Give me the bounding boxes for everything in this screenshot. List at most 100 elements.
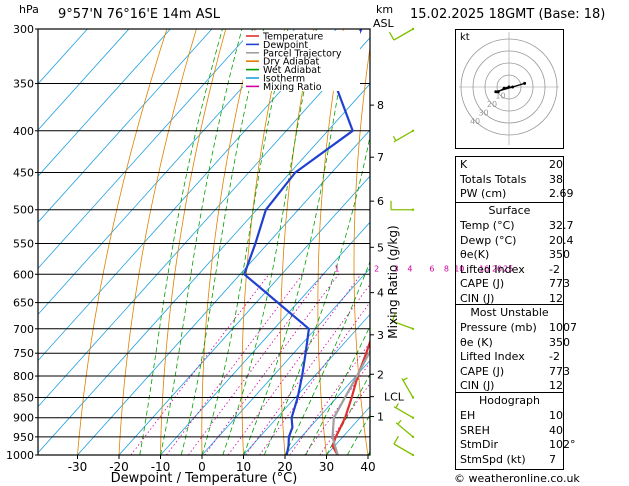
index-value: 350	[549, 335, 570, 349]
isotherm-line	[38, 37, 370, 408]
hodograph-point	[496, 90, 500, 94]
index-row: Dewp (°C) 20.4	[460, 233, 574, 248]
pressure-tick-label: 550	[13, 237, 34, 250]
index-value: -2	[549, 350, 560, 364]
index-name: Lifted Index	[460, 262, 525, 276]
index-name: K	[460, 158, 468, 171]
index-row: Pressure (mb) 1007	[460, 321, 577, 335]
index-value: 12	[549, 379, 563, 393]
height-tick-label: 7	[377, 151, 384, 164]
pressure-tick-label: 450	[13, 166, 34, 179]
index-value: 32.7	[549, 219, 574, 232]
pressure-tick-label: 850	[13, 391, 34, 404]
index-value: 773	[549, 364, 570, 378]
wet-adiabat-line	[305, 325, 370, 455]
mixing-ratio-line	[204, 274, 340, 455]
wet-adiabat-line	[180, 29, 264, 455]
wind-barb-station	[411, 396, 415, 399]
isotherm-line	[201, 267, 370, 455]
legend-box	[243, 31, 360, 91]
mixing-ratio-label: 20	[492, 264, 502, 273]
location-title: 9°57'N 76°16'E 14m ASL	[58, 7, 220, 22]
indices-table: K 20 Totals Totals 38 PW (cm) 2.69 Surface Te…	[455, 156, 577, 470]
temperature-tick-label: -30	[68, 460, 88, 474]
parcel-trajectory-profile	[331, 349, 370, 455]
wind-barb-station	[411, 416, 415, 419]
temperature-tick-label: 30	[319, 460, 334, 474]
temperature-tick-label: 0	[198, 460, 206, 474]
mixing-ratio-line	[130, 274, 270, 455]
index-value: 20.4	[549, 233, 574, 247]
datetime-title: 15.02.2025 18GMT (Base: 18)	[410, 7, 606, 22]
dewpoint-profile	[243, 29, 363, 455]
isotherm-line	[38, 29, 213, 223]
hodograph-ring-label: 20	[487, 100, 497, 109]
index-value: 773	[549, 277, 570, 291]
km-axis-title: km	[376, 3, 394, 16]
hodograph-point	[523, 81, 527, 85]
isotherm-line	[284, 359, 370, 455]
most-unstable-section-title: Most Unstable	[470, 306, 549, 319]
index-row: K 20	[460, 158, 563, 172]
isotherm-line	[38, 29, 171, 177]
index-value: 38	[549, 172, 563, 186]
mixing-ratio-label: 10	[454, 264, 464, 273]
legend-label: Isotherm	[263, 74, 305, 85]
index-row: CAPE (J) 773	[460, 277, 570, 291]
legend-label: Parcel Trajectory	[263, 48, 342, 59]
pressure-tick-label: 950	[13, 431, 34, 444]
wind-barb-station	[411, 435, 415, 439]
index-row: StmDir 102°	[460, 438, 576, 452]
index-value: 40	[549, 423, 563, 437]
wind-barb-staff	[393, 28, 414, 41]
index-name: CIN (J)	[460, 379, 495, 393]
index-value: 20	[549, 158, 563, 171]
wind-barb	[401, 377, 415, 399]
pressure-tick-label: 700	[13, 323, 34, 336]
isotherm-line	[38, 29, 130, 131]
index-value: 10	[549, 409, 563, 422]
temperature-profile	[331, 338, 370, 455]
wind-barb-half-flag	[395, 403, 399, 409]
asl-axis-title: ASL	[373, 17, 394, 30]
isotherm-line	[243, 313, 370, 455]
mixing-ratio-label: 3	[394, 264, 399, 273]
index-value: 350	[549, 248, 570, 262]
index-name: CIN (J)	[460, 292, 495, 305]
wind-barb	[395, 419, 415, 439]
mixing-ratio-label: 16	[479, 264, 489, 273]
index-value: 2.69	[549, 187, 574, 201]
index-name: StmDir	[460, 438, 499, 452]
index-row: StmSpd (kt) 7	[460, 453, 559, 467]
legend-label: Dry Adiabat	[263, 57, 320, 68]
temperature-tick-label: 10	[236, 460, 251, 474]
temperature-tick-label: -20	[109, 460, 129, 474]
wind-barb-staff	[393, 130, 414, 143]
wind-barb-staff	[401, 378, 414, 398]
index-name: SREH	[460, 423, 490, 437]
pressure-tick-label: 900	[13, 412, 34, 425]
surface-section-title: Surface	[488, 204, 531, 217]
index-row: SREH 40	[460, 423, 563, 438]
wind-barb-station	[411, 27, 415, 31]
height-tick-label: 6	[377, 195, 384, 208]
wind-barb-station	[411, 208, 415, 211]
wind-barb-flag	[391, 312, 397, 322]
index-row: EH 10	[460, 409, 563, 423]
index-name: Dewp (°C)	[460, 233, 517, 247]
mixing-ratio-label: 8	[444, 264, 449, 273]
index-row: Totals Totals 38	[460, 173, 563, 187]
wind-barb-staff	[393, 443, 414, 456]
mixing-ratio-label: 1	[334, 264, 339, 273]
dry-adiabat-line	[608, 29, 629, 455]
height-tick-label: 4	[377, 287, 384, 300]
index-name: Temp (°C)	[460, 219, 515, 232]
pressure-tick-label: 750	[13, 347, 34, 360]
wet-adiabat-line	[160, 29, 243, 455]
pressure-tick-label: 600	[13, 268, 34, 281]
wind-barb-flag	[388, 31, 395, 41]
height-tick-label: 5	[377, 241, 384, 254]
isotherm-line	[160, 221, 370, 455]
